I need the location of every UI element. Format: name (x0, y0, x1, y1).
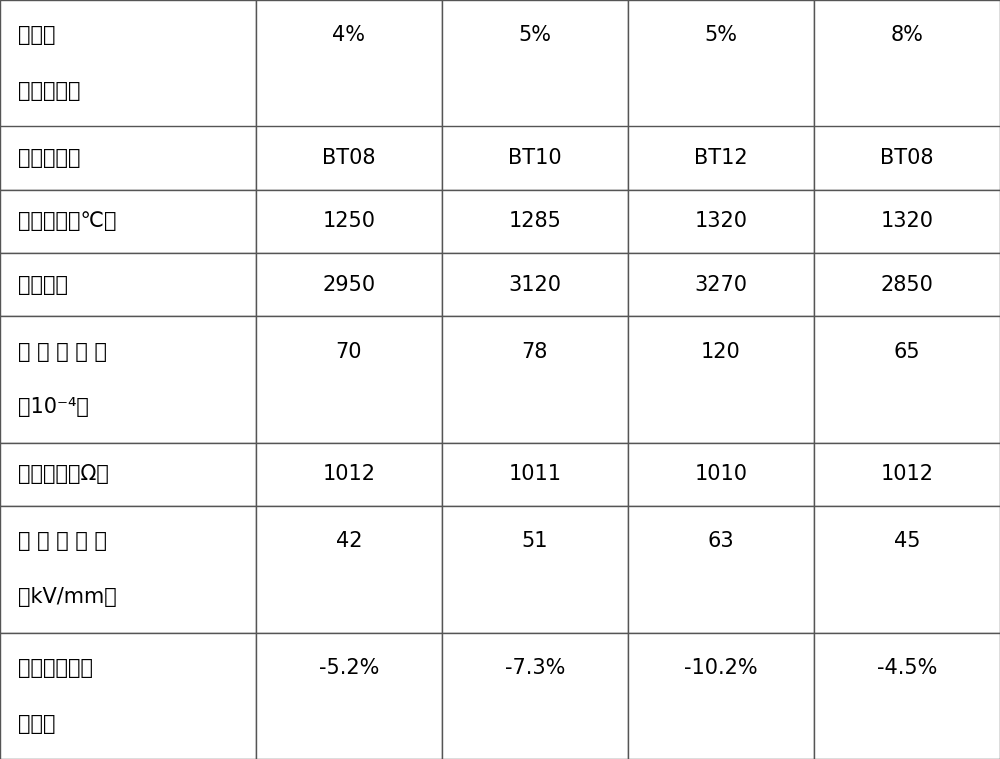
Text: 钛酸钡代号: 钛酸钡代号 (18, 148, 80, 168)
Bar (628, 190, 814, 253)
Text: 1012: 1012 (322, 465, 375, 484)
Bar (628, 632, 814, 759)
Bar (628, 506, 814, 632)
Bar (442, 253, 628, 317)
Text: 烧成温度（℃）: 烧成温度（℃） (18, 211, 116, 231)
Bar (628, 0, 814, 127)
Bar (256, 317, 442, 442)
Bar (256, 190, 442, 253)
Text: 绝缘电阻（Ω）: 绝缘电阻（Ω） (18, 465, 109, 484)
Bar (628, 442, 814, 506)
Bar (814, 317, 1000, 442)
Text: 重量百分比: 重量百分比 (18, 81, 80, 101)
Text: 1320: 1320 (880, 211, 933, 231)
Bar (814, 0, 1000, 127)
Bar (0, 0, 256, 127)
Text: 45: 45 (894, 531, 920, 552)
Bar (0, 190, 256, 253)
Bar (442, 127, 628, 190)
Bar (814, 506, 1000, 632)
Bar (0, 506, 256, 632)
Bar (628, 253, 814, 317)
Text: BT08: BT08 (880, 148, 934, 168)
Bar (814, 127, 1000, 190)
Bar (442, 190, 628, 253)
Bar (256, 0, 442, 127)
Bar (628, 317, 814, 442)
Text: 1285: 1285 (508, 211, 561, 231)
Bar (814, 632, 1000, 759)
Bar (256, 506, 442, 632)
Text: 1010: 1010 (694, 465, 747, 484)
Text: 2950: 2950 (322, 275, 375, 294)
Text: -7.3%: -7.3% (505, 658, 565, 678)
Bar (0, 442, 256, 506)
Text: 4%: 4% (332, 25, 365, 46)
Text: 介 质 耐 电 压: 介 质 耐 电 压 (18, 531, 107, 552)
Text: 78: 78 (522, 342, 548, 362)
Bar (0, 317, 256, 442)
Text: 1250: 1250 (322, 211, 375, 231)
Bar (628, 127, 814, 190)
Text: -5.2%: -5.2% (319, 658, 379, 678)
Bar (0, 253, 256, 317)
Bar (0, 632, 256, 759)
Text: 损 耗 正 切 角: 损 耗 正 切 角 (18, 342, 107, 362)
Text: 8%: 8% (891, 25, 923, 46)
Text: 3120: 3120 (508, 275, 561, 294)
Bar (256, 253, 442, 317)
Text: BT12: BT12 (694, 148, 748, 168)
Text: BT08: BT08 (322, 148, 376, 168)
Text: -4.5%: -4.5% (877, 658, 937, 678)
Text: 5%: 5% (704, 25, 737, 46)
Bar (256, 442, 442, 506)
Bar (814, 190, 1000, 253)
Text: BT10: BT10 (508, 148, 562, 168)
Bar (256, 632, 442, 759)
Text: -10.2%: -10.2% (684, 658, 758, 678)
Text: 120: 120 (701, 342, 741, 362)
Text: 率极值: 率极值 (18, 713, 56, 734)
Text: 介电常数: 介电常数 (18, 275, 68, 294)
Text: 1011: 1011 (508, 465, 561, 484)
Bar (256, 127, 442, 190)
Text: 70: 70 (336, 342, 362, 362)
Text: 5%: 5% (518, 25, 551, 46)
Bar (442, 442, 628, 506)
Text: 51: 51 (522, 531, 548, 552)
Text: （10⁻⁴）: （10⁻⁴） (18, 397, 89, 417)
Text: 3270: 3270 (694, 275, 747, 294)
Text: （kV/mm）: （kV/mm） (18, 587, 117, 607)
Bar (0, 127, 256, 190)
Text: 氧化物: 氧化物 (18, 25, 56, 46)
Bar (814, 442, 1000, 506)
Text: 63: 63 (708, 531, 734, 552)
Bar (442, 506, 628, 632)
Bar (442, 0, 628, 127)
Bar (442, 632, 628, 759)
Text: 容量温度变化: 容量温度变化 (18, 658, 93, 678)
Text: 1012: 1012 (880, 465, 933, 484)
Bar (442, 317, 628, 442)
Text: 42: 42 (336, 531, 362, 552)
Text: 2850: 2850 (881, 275, 933, 294)
Bar (814, 253, 1000, 317)
Text: 1320: 1320 (694, 211, 747, 231)
Text: 65: 65 (894, 342, 920, 362)
